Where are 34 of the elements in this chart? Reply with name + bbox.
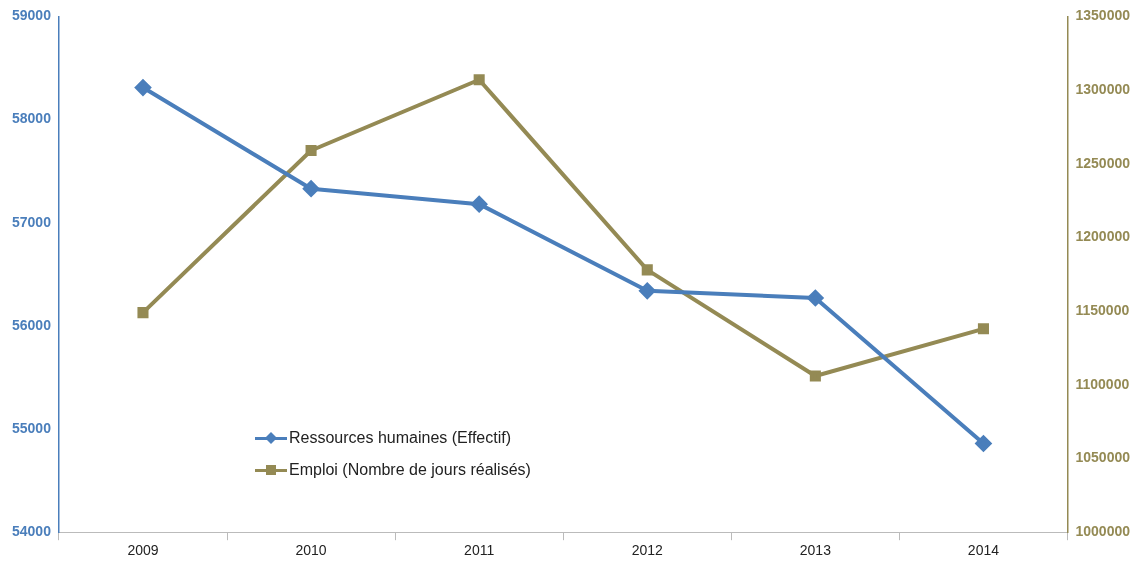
y2-tick-label: 1000000 bbox=[1075, 523, 1131, 540]
point bbox=[473, 74, 485, 86]
x-tick-label: 2014 bbox=[967, 542, 1000, 559]
y2-tick-label: 1100000 bbox=[1075, 375, 1130, 392]
point bbox=[977, 323, 989, 335]
y-tick-label: 54000 bbox=[11, 523, 52, 540]
y-tick-label: 56000 bbox=[11, 316, 52, 333]
point bbox=[305, 144, 317, 157]
y-tick-label: 55000 bbox=[11, 419, 52, 436]
x-tick-label: 2010 bbox=[295, 542, 327, 559]
y2-tick-label: 1300000 bbox=[1075, 80, 1131, 97]
point bbox=[137, 307, 149, 319]
point bbox=[807, 290, 824, 307]
y2-tick-label: 1250000 bbox=[1075, 154, 1131, 171]
y2-tick-label: 1050000 bbox=[1075, 449, 1131, 466]
y2-tick-label: 1200000 bbox=[1075, 228, 1131, 245]
y2-tick-label: 1350000 bbox=[1075, 7, 1131, 24]
x-tick-label: 2011 bbox=[464, 542, 495, 559]
point bbox=[134, 79, 151, 96]
point bbox=[641, 264, 653, 276]
y2-tick-label: 1150000 bbox=[1075, 302, 1130, 318]
y-tick-label: 58000 bbox=[11, 110, 52, 127]
legend-label: Emploi (Nombre de jours réalisés) bbox=[289, 461, 531, 479]
point bbox=[639, 282, 656, 299]
x-tick-label: 2009 bbox=[127, 542, 159, 559]
y-tick-label: 59000 bbox=[11, 7, 52, 24]
point bbox=[809, 370, 821, 382]
y-tick-label: 57000 bbox=[11, 213, 52, 230]
point bbox=[303, 180, 320, 197]
point bbox=[975, 435, 992, 452]
point bbox=[471, 196, 488, 213]
x-tick-label: 2013 bbox=[799, 542, 832, 559]
x-tick-label: 2012 bbox=[631, 542, 664, 559]
legend-label: Ressources humaines (Effectif) bbox=[289, 429, 512, 447]
